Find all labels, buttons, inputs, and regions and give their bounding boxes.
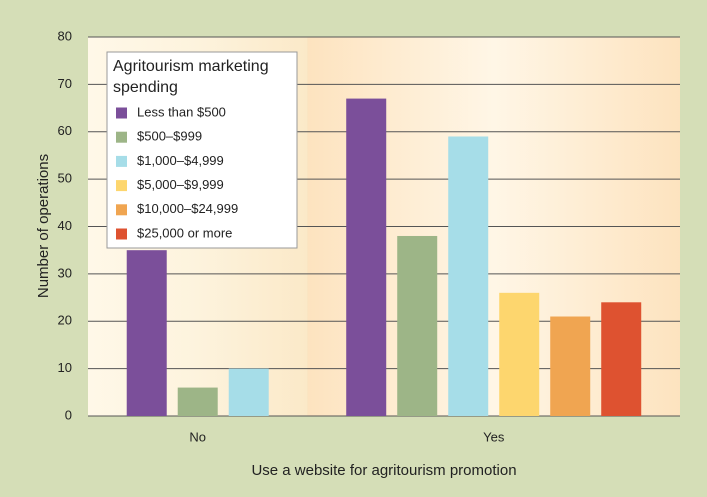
x-tick-label: Yes [483, 429, 505, 444]
y-axis-label: Number of operations [35, 154, 52, 298]
legend-title-box: Agritourism marketing spending [113, 58, 269, 96]
bar [499, 292, 540, 416]
legend-label: Less than $500 [137, 104, 226, 119]
legend-swatch [116, 180, 127, 192]
legend-swatch [116, 131, 127, 143]
legend-title: Agritourism marketing spending [113, 58, 269, 96]
y-tick-label: 80 [58, 28, 72, 43]
bar [397, 235, 438, 416]
legend-swatch [116, 107, 127, 119]
legend-label: $10,000–$24,999 [137, 201, 238, 216]
legend-label: $500–$999 [137, 129, 202, 144]
bar [228, 368, 269, 416]
x-tick-label: No [189, 429, 206, 444]
bar [346, 98, 387, 417]
bar [601, 302, 642, 416]
bar [550, 316, 591, 416]
legend-swatch [116, 228, 127, 240]
bar [448, 136, 489, 417]
y-tick-label: 40 [58, 218, 72, 233]
y-tick-label: 70 [58, 76, 72, 91]
bar [177, 387, 218, 416]
legend-swatch [116, 155, 127, 167]
legend-box [106, 51, 298, 249]
bar [126, 250, 167, 416]
y-tick-label: 10 [58, 360, 72, 375]
y-tick-label: 50 [58, 171, 72, 186]
x-axis-label: Use a website for agritourism promotion [251, 462, 516, 479]
legend: Agritourism marketing spending Less than … [106, 51, 298, 249]
legend-label: $1,000–$4,999 [137, 153, 224, 168]
legend-swatch [116, 204, 127, 216]
y-tick-label: 0 [65, 407, 72, 422]
legend-label: $5,000–$9,999 [137, 177, 224, 192]
y-tick-label: 30 [58, 265, 72, 280]
y-tick-label: 20 [58, 313, 72, 328]
y-tick-label: 60 [58, 123, 72, 138]
legend-label: $25,000 or more [137, 225, 232, 240]
